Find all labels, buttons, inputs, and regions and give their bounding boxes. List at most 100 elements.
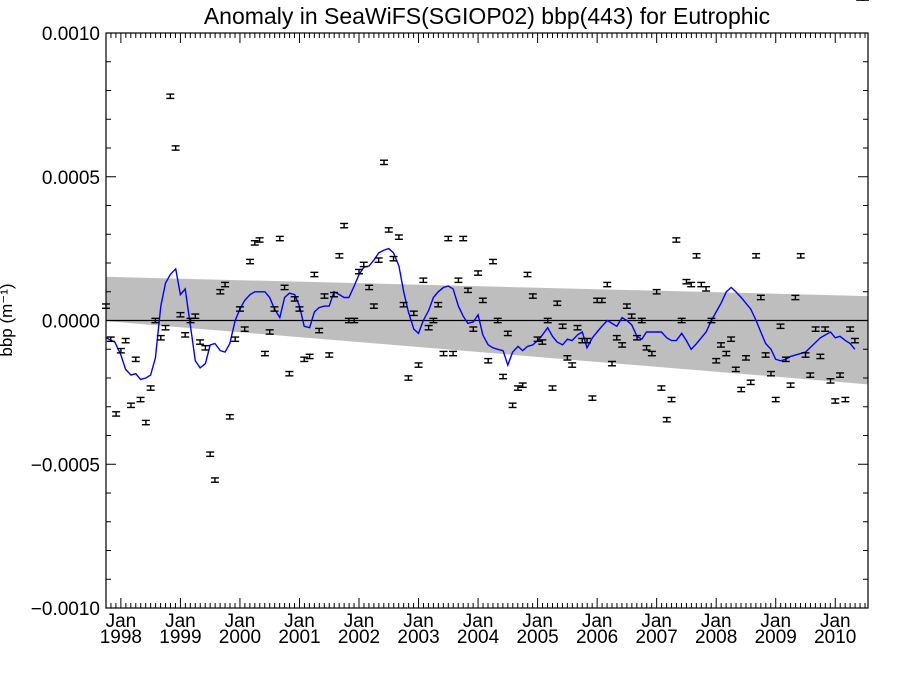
- anomaly-point: [737, 386, 746, 393]
- anomaly-point: [538, 339, 547, 345]
- anomaly-point: [672, 237, 681, 243]
- anomaly-point: [350, 317, 359, 324]
- anomaly-point: [583, 337, 592, 344]
- x-tick-month-label: Jan: [284, 611, 315, 632]
- anomaly-point: [622, 303, 631, 309]
- anomaly-point: [439, 350, 448, 357]
- anomaly-point: [499, 373, 508, 380]
- anomaly-point: [850, 337, 859, 344]
- anomaly-point: [731, 366, 740, 373]
- anomaly-point: [424, 324, 433, 331]
- anomaly-point: [573, 324, 582, 331]
- anomaly-point: [340, 222, 349, 229]
- x-tick-year-label: 2007: [636, 627, 678, 648]
- anomaly-point: [434, 301, 443, 308]
- anomaly-point: [121, 337, 130, 344]
- anomaly-point: [771, 396, 780, 403]
- anomaly-point: [231, 336, 240, 343]
- anomaly-point: [330, 291, 339, 298]
- anomaly-point: [503, 330, 512, 337]
- anomaly-point: [682, 278, 691, 285]
- anomaly-point: [127, 402, 136, 409]
- anomaly-point: [712, 357, 721, 364]
- anomaly-point: [716, 342, 725, 348]
- anomaly-point: [687, 281, 696, 288]
- anomaly-point: [677, 317, 686, 324]
- anomaly-point: [355, 268, 364, 275]
- x-tick-month-label: Jan: [820, 611, 851, 632]
- anomaly-point: [181, 332, 190, 338]
- anomaly-point: [419, 277, 428, 284]
- x-tick-month-label: Jan: [701, 611, 732, 632]
- anomaly-point: [588, 395, 597, 401]
- anomaly-point: [761, 352, 770, 358]
- anomaly-point: [290, 296, 299, 302]
- anomaly-point: [394, 234, 403, 240]
- x-tick-month-label: Jan: [760, 611, 791, 632]
- anomaly-point: [811, 326, 820, 332]
- anomaly-point: [310, 271, 319, 278]
- x-tick-year-label: 2008: [695, 627, 737, 648]
- anomaly-point: [454, 277, 463, 284]
- anomaly-point: [707, 317, 716, 324]
- anomaly-point: [374, 257, 383, 263]
- anomaly-point: [528, 293, 537, 299]
- x-tick-year-label: 2004: [457, 627, 500, 648]
- anomaly-point: [816, 353, 825, 360]
- x-tick-month-label: Jan: [522, 611, 553, 632]
- anomaly-point: [235, 306, 244, 312]
- anomaly-point: [478, 297, 487, 304]
- anomaly-point: [597, 297, 606, 304]
- x-tick-year-label: 1998: [100, 627, 142, 648]
- anomaly-point: [315, 327, 324, 334]
- anomaly-point: [662, 416, 671, 423]
- anomaly-point: [191, 313, 200, 320]
- anomaly-point: [221, 281, 230, 288]
- x-axis-ticks: Jan1998Jan1999Jan2000Jan2001Jan2002Jan20…: [100, 33, 866, 648]
- x-tick-month-label: Jan: [403, 611, 434, 632]
- anomaly-point: [201, 344, 210, 351]
- anomaly-point: [196, 339, 205, 345]
- anomaly-point: [791, 294, 800, 301]
- anomaly-point: [320, 293, 329, 299]
- anomaly-point: [488, 258, 497, 265]
- anomaly-point: [652, 288, 661, 295]
- anomaly-point: [305, 353, 314, 360]
- anomaly-point: [171, 145, 180, 151]
- anomaly-point: [275, 235, 284, 242]
- anomaly-point: [781, 356, 790, 363]
- anomaly-point: [484, 357, 493, 364]
- anomaly-point: [335, 252, 344, 259]
- anomaly-point: [692, 252, 701, 259]
- x-tick-year-label: 2006: [576, 627, 618, 648]
- anomaly-point: [414, 362, 423, 368]
- anomaly-point: [429, 317, 438, 324]
- anomaly-points: [102, 0, 870, 483]
- trend-confidence-band: [106, 276, 868, 385]
- anomaly-point: [821, 326, 830, 332]
- anomaly-point: [603, 281, 612, 288]
- anomaly-point: [112, 411, 121, 417]
- anomaly-point: [449, 350, 458, 357]
- x-tick-month-label: Jan: [225, 611, 256, 632]
- anomaly-point: [106, 336, 115, 343]
- anomaly-point: [246, 258, 255, 265]
- anomaly-point: [667, 396, 676, 403]
- anomaly-point: [474, 270, 483, 276]
- x-tick-month-label: Jan: [106, 611, 137, 632]
- anomaly-point: [240, 326, 249, 332]
- y-tick-label: 0.0010: [42, 24, 100, 45]
- anomaly-point: [608, 360, 617, 367]
- anomaly-point: [384, 227, 393, 233]
- anomaly-point: [369, 303, 378, 309]
- anomaly-point: [756, 294, 765, 301]
- anomaly-point: [508, 402, 517, 409]
- anomaly-point: [176, 311, 185, 318]
- y-tick-label: −0.0005: [31, 455, 100, 476]
- x-tick-year-label: 2010: [814, 627, 856, 648]
- anomaly-point: [612, 334, 621, 341]
- anomaly-point: [131, 356, 140, 363]
- anomaly-point: [389, 255, 398, 262]
- anomaly-point: [469, 326, 478, 332]
- anomaly-point: [741, 355, 750, 361]
